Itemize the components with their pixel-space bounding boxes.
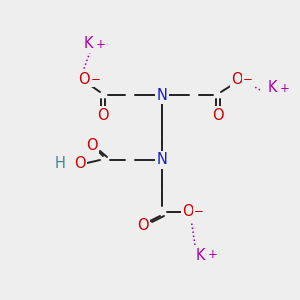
Text: K: K [195, 248, 205, 262]
Text: −: − [194, 206, 204, 218]
Text: +: + [96, 38, 106, 50]
Text: H: H [55, 155, 65, 170]
Text: O: O [78, 73, 90, 88]
Text: +: + [208, 248, 218, 262]
Text: N: N [157, 88, 167, 103]
Text: +: + [280, 82, 290, 94]
Text: O: O [74, 155, 86, 170]
Text: O: O [212, 107, 224, 122]
Text: O: O [231, 73, 243, 88]
Text: O: O [86, 137, 98, 152]
Text: −: − [243, 74, 253, 86]
Text: K: K [83, 37, 93, 52]
Text: N: N [157, 152, 167, 167]
Text: O: O [97, 107, 109, 122]
Text: O: O [182, 205, 194, 220]
Text: O: O [137, 218, 149, 233]
Text: K: K [267, 80, 277, 95]
Text: −: − [91, 74, 101, 86]
